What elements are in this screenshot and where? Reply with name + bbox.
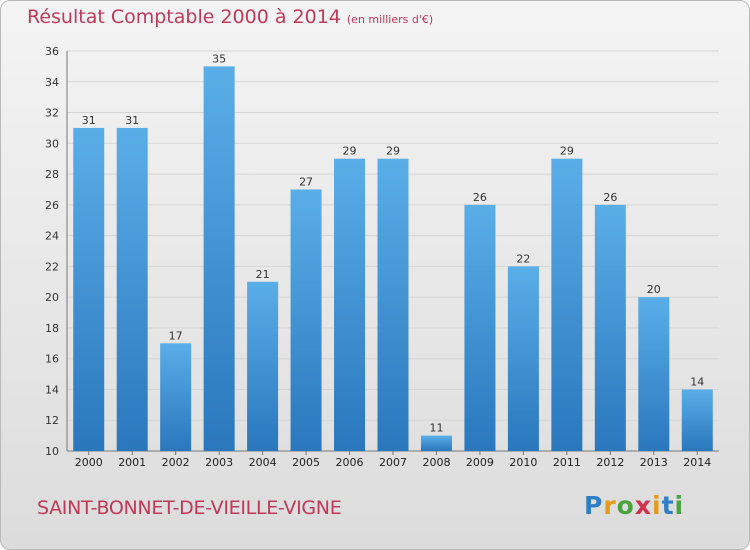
proxiti-logo: Proxiti xyxy=(584,491,684,520)
bar xyxy=(507,266,539,451)
logo-letter: t xyxy=(661,491,675,520)
labels: 10 12 14 16 18 20 22 24 26 28 30 32 34 36 2000 31 2001 31… xyxy=(45,45,711,469)
x-tick-label: 2012 xyxy=(596,456,624,469)
x-tick-label: 2011 xyxy=(553,456,581,469)
y-tick-label: 10 xyxy=(45,445,59,458)
y-tick-label: 28 xyxy=(45,168,59,181)
y-tick-label: 24 xyxy=(45,230,59,243)
x-tick-label: 2000 xyxy=(75,456,103,469)
bar xyxy=(551,158,583,451)
x-tick-label: 2013 xyxy=(640,456,668,469)
bar-value-label: 17 xyxy=(169,329,183,342)
logo-letter: o xyxy=(616,491,635,520)
y-tick-label: 32 xyxy=(45,107,59,120)
bar-value-label: 21 xyxy=(256,268,270,281)
bar-value-label: 29 xyxy=(560,145,574,158)
x-tick-label: 2010 xyxy=(509,456,537,469)
logo-letter: r xyxy=(603,491,617,520)
bar-value-label: 31 xyxy=(125,114,139,127)
bar xyxy=(377,158,409,451)
x-tick-label: 2014 xyxy=(683,456,711,469)
bar-value-label: 11 xyxy=(429,422,443,435)
bar-value-label: 29 xyxy=(386,145,400,158)
bar xyxy=(116,127,148,451)
x-tick-label: 2004 xyxy=(249,456,277,469)
bar xyxy=(464,204,496,451)
bar-value-label: 31 xyxy=(82,114,96,127)
city-name: SAINT-BONNET-DE-VIEILLE-VIGNE xyxy=(37,497,342,519)
bar-value-label: 29 xyxy=(343,145,357,158)
y-tick-label: 12 xyxy=(45,414,59,427)
y-tick-label: 22 xyxy=(45,260,59,273)
chart-title-text: Résultat Comptable 2000 à 2014 xyxy=(27,6,341,28)
x-tick-label: 2007 xyxy=(379,456,407,469)
bar-value-label: 26 xyxy=(603,191,617,204)
logo-letter: i xyxy=(674,491,685,520)
x-tick-label: 2006 xyxy=(336,456,364,469)
bar xyxy=(203,66,235,451)
bar xyxy=(247,281,279,451)
bar-value-label: 26 xyxy=(473,191,487,204)
bar-value-label: 20 xyxy=(647,283,661,296)
y-tick-label: 18 xyxy=(45,322,59,335)
x-tick-label: 2008 xyxy=(422,456,450,469)
logo-letter: i xyxy=(652,491,662,520)
bars xyxy=(73,66,713,451)
y-tick-label: 14 xyxy=(45,383,59,396)
chart-subtitle: (en milliers d'€) xyxy=(346,13,434,26)
bar xyxy=(334,158,366,451)
y-tick-label: 20 xyxy=(45,291,59,304)
x-tick-label: 2002 xyxy=(162,456,190,469)
bar xyxy=(73,127,105,451)
y-tick-label: 36 xyxy=(45,45,59,58)
x-tick-label: 2001 xyxy=(118,456,146,469)
x-tick-label: 2003 xyxy=(205,456,233,469)
bar-value-label: 35 xyxy=(212,52,226,65)
bar xyxy=(638,297,670,451)
bar xyxy=(420,435,452,451)
bar-value-label: 22 xyxy=(516,252,530,265)
bar xyxy=(681,389,713,451)
bar xyxy=(290,189,322,451)
bar xyxy=(594,204,626,451)
y-tick-label: 26 xyxy=(45,199,59,212)
bar-value-label: 27 xyxy=(299,175,313,188)
logo-letter: x xyxy=(634,491,652,520)
bar xyxy=(160,343,192,451)
logo-letter: P xyxy=(584,491,604,520)
y-tick-label: 16 xyxy=(45,353,59,366)
y-tick-label: 30 xyxy=(45,137,59,150)
chart-title: Résultat Comptable 2000 à 2014 (en millie… xyxy=(27,6,433,28)
x-tick-label: 2009 xyxy=(466,456,494,469)
y-tick-label: 34 xyxy=(45,76,59,89)
bar-value-label: 14 xyxy=(690,375,704,388)
x-tick-label: 2005 xyxy=(292,456,320,469)
